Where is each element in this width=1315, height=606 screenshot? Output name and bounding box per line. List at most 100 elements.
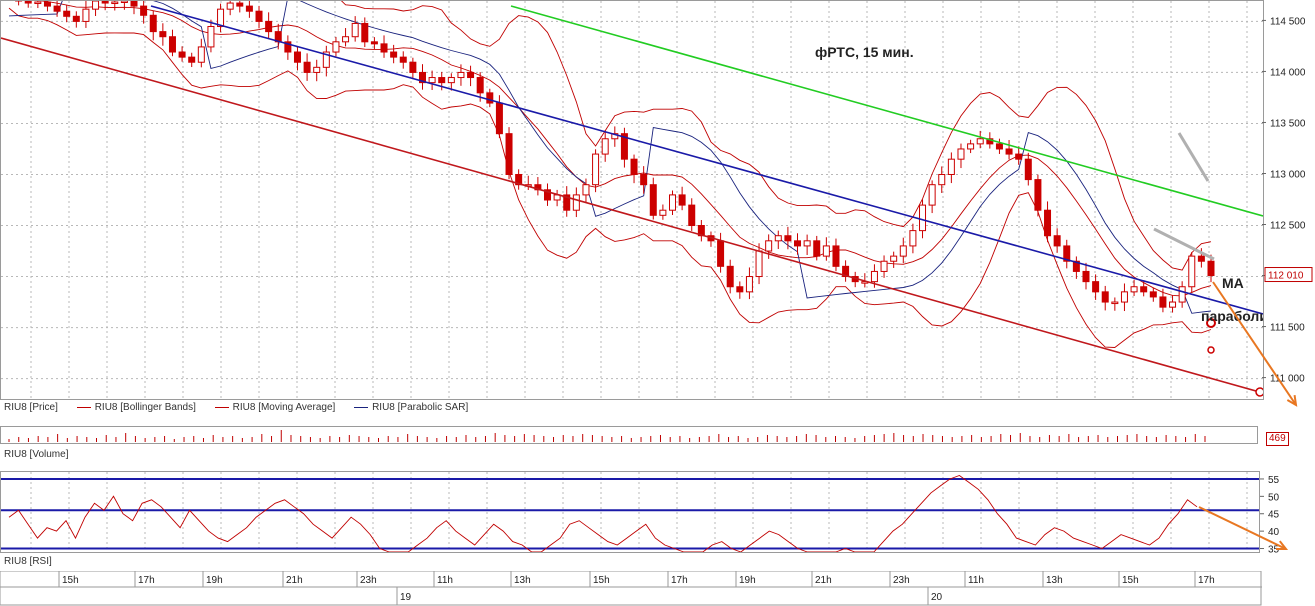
price-pane: фРТС, 15 мин. МА параболик: [0, 0, 1264, 400]
rsi-y-axis: 55 50 45 40 35: [1260, 475, 1280, 553]
candle-body-106: [1024, 158, 1032, 181]
volume-legend: RIU8 [Volume]: [0, 449, 68, 463]
candle-body-109: [1053, 235, 1061, 247]
rsi-line: [8, 474, 1198, 552]
candle-body-32: [313, 66, 321, 73]
candle-body-29: [284, 41, 292, 53]
price-tick-label-0: 114 500: [1270, 16, 1306, 27]
candle-body-96: [928, 184, 936, 206]
candle-body-71: [688, 204, 696, 227]
rsi-chart: [1, 472, 1259, 552]
rsi-tick-label-3: 40: [1268, 527, 1280, 538]
candle-body-5: [53, 5, 61, 12]
candle-body-117: [1130, 286, 1138, 293]
candle-body-107: [1034, 179, 1042, 211]
candle-body-43: [418, 71, 426, 84]
hour-label-8: 17h: [671, 575, 688, 586]
annotation-parabolic: параболик: [1201, 308, 1263, 324]
time-axis: 15h 17h 19h 21h 23h 11h 13h 15h 17h 19h 21h 23h 11h 1…: [0, 571, 1262, 606]
hour-label-5: 11h: [437, 575, 453, 586]
candle-body-12: [120, 1, 128, 3]
chart-title: фРТС, 15 мин.: [815, 44, 914, 60]
candle-body-10: [101, 1, 109, 4]
candle-body-45: [438, 77, 446, 84]
price-y-axis: 114 500 114 000 113 500 113 000 112 500 112 0…: [1262, 16, 1313, 385]
candle-body-23: [226, 2, 234, 10]
candle-body-26: [255, 10, 263, 22]
hour-label-2: 19h: [206, 575, 223, 586]
hour-label-7: 15h: [593, 575, 610, 586]
rsi-pane: [0, 471, 1260, 553]
candle-body-123: [1188, 255, 1196, 288]
hour-label-14: 15h: [1122, 575, 1139, 586]
rsi-legend: RIU8 [RSI]: [0, 556, 52, 570]
candle-body-52: [505, 133, 513, 175]
hour-label-10: 21h: [815, 575, 832, 586]
candle-body-79: [765, 240, 773, 252]
legend-bollinger: RIU8 [Bollinger Bands]: [94, 402, 196, 413]
candle-body-4: [43, 1, 51, 7]
candle-body-92: [890, 255, 898, 262]
bollinger-lower-band: [8, 7, 1212, 348]
price-tick-label-4: 112 500: [1270, 221, 1306, 232]
candle-body-103: [995, 143, 1003, 150]
candle-body-6: [63, 10, 71, 17]
candle-body-76: [736, 286, 744, 293]
price-tick-label-1: 114 000: [1270, 67, 1306, 78]
parabolic-sar-line: [8, 1, 1212, 314]
hour-label-4: 23h: [360, 575, 377, 586]
hour-label-6: 13h: [514, 575, 531, 586]
candle-body-112: [1082, 270, 1090, 283]
candle-body-65: [630, 158, 638, 175]
rsi-tick-label-0: 55: [1268, 475, 1280, 486]
candle-body-114: [1101, 291, 1109, 303]
candle-body-122: [1178, 286, 1186, 303]
candle-body-98: [947, 158, 955, 175]
bollinger-upper-band: [340, 1, 1212, 271]
candle-body-124: [1197, 255, 1205, 262]
candle-body-75: [726, 265, 734, 288]
candle-body-33: [322, 51, 330, 68]
candle-body-81: [784, 235, 792, 242]
candle-body-91: [880, 260, 888, 272]
candle-body-104: [1005, 148, 1013, 155]
candle-body-64: [620, 133, 628, 160]
candle-body-115: [1111, 301, 1119, 305]
candle-body-59: [572, 194, 580, 211]
candle-body-90: [870, 270, 878, 283]
candle-body-9: [92, 1, 100, 10]
gray-mark-upper: [1177, 132, 1210, 182]
candle-body-116: [1120, 291, 1128, 303]
candle-body-49: [476, 77, 484, 94]
candle-body-21: [207, 26, 215, 48]
price-tick-label-6: 111 500: [1270, 323, 1305, 334]
gray-mark-lower: [1153, 227, 1215, 261]
hour-label-12: 11h: [968, 575, 984, 586]
candle-body-42: [409, 61, 417, 73]
price-chart: [1, 1, 1263, 399]
candle-body-68: [659, 209, 667, 216]
candle-body-15: [149, 14, 157, 33]
legend-volume: RIU8 [Volume]: [4, 449, 69, 460]
volume-chart: [8, 430, 1206, 442]
candle-body-38: [370, 41, 378, 45]
candle-body-56: [543, 189, 551, 201]
moving-average-line: [38, 1, 1212, 297]
annotation-ma: МА: [1222, 275, 1244, 291]
candle-body-80: [774, 235, 782, 242]
candle-body-82: [794, 240, 802, 247]
hour-label-11: 23h: [893, 575, 910, 586]
candle-body-61: [592, 153, 600, 186]
candle-body-48: [467, 71, 475, 79]
price-legend: RIU8 [Price] RIU8 [Bollinger Bands] RIU8…: [0, 402, 468, 416]
last-price-label: 112 010: [1268, 271, 1304, 282]
candle-body-97: [938, 173, 946, 186]
candle-body-111: [1072, 260, 1080, 272]
candle-body-100: [967, 143, 975, 150]
candle-body-36: [351, 22, 359, 38]
hour-label-13: 13h: [1046, 575, 1063, 586]
trendline-middle: [150, 5, 1263, 315]
candle-body-3: [34, 1, 42, 5]
candle-body-94: [909, 230, 917, 247]
candle-body-35: [342, 36, 350, 43]
